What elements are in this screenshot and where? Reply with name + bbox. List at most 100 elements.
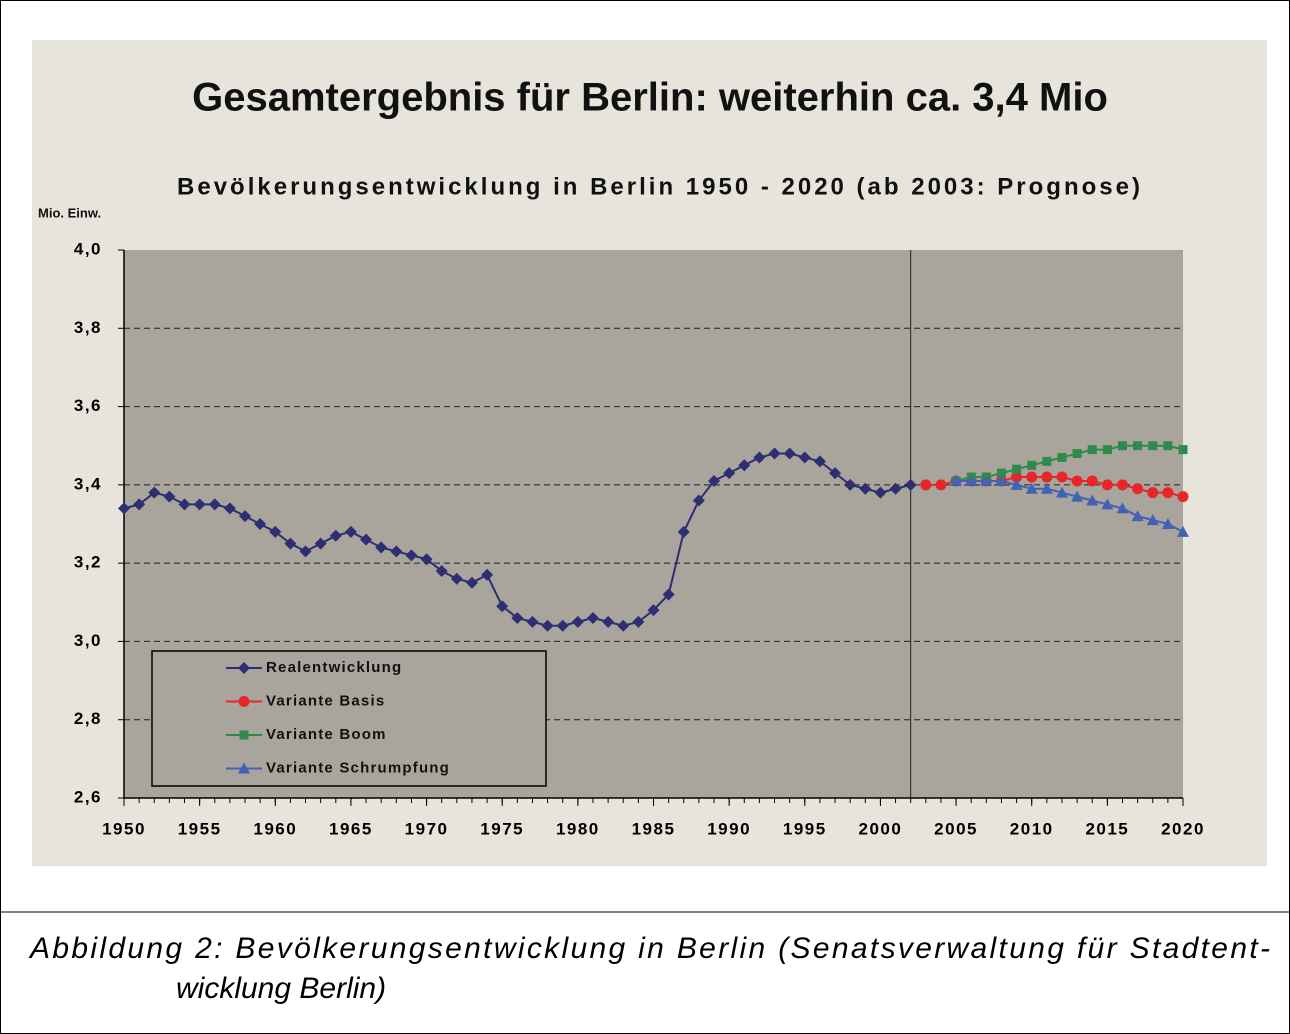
legend [151, 650, 547, 787]
data-point [178, 498, 191, 511]
data-point [783, 447, 796, 460]
data-point [859, 482, 872, 495]
data-point [1177, 525, 1189, 537]
data-point [329, 529, 342, 542]
data-point [1012, 464, 1022, 474]
series-line [955, 444, 1184, 482]
data-point [844, 478, 857, 491]
data-point [1071, 475, 1083, 487]
legend-marker [238, 696, 250, 707]
data-point [481, 568, 494, 581]
data-point [571, 615, 584, 628]
data-point [723, 467, 736, 480]
x-tick-label: 1960 [253, 819, 297, 838]
data-point [965, 474, 978, 486]
data-point [375, 541, 388, 554]
data-point [314, 537, 327, 550]
legend-label: Variante Basis [266, 692, 385, 709]
data-point [1101, 498, 1114, 510]
data-point [1086, 475, 1098, 487]
x-tick-label: 2005 [934, 819, 978, 838]
data-point [1132, 483, 1144, 495]
y-axis-label: Mio. Einw. [38, 205, 101, 220]
data-point [798, 451, 811, 464]
data-point [1071, 490, 1084, 502]
data-point [1040, 482, 1053, 494]
data-point [692, 494, 705, 507]
data-point [708, 474, 721, 487]
y-tick-label: 3,6 [74, 396, 102, 415]
data-point [1146, 514, 1159, 526]
data-point [1025, 482, 1038, 494]
y-tick-label: 3,0 [74, 631, 102, 650]
data-point [935, 479, 947, 491]
data-point [1116, 502, 1129, 514]
data-point [1011, 471, 1023, 483]
data-point [1027, 460, 1037, 470]
x-tick-label: 2015 [1085, 819, 1129, 838]
data-point [541, 619, 554, 632]
data-point [284, 537, 297, 550]
x-tick-label: 1950 [102, 819, 146, 838]
data-point [602, 615, 615, 628]
data-point [1116, 479, 1128, 491]
data-point [1101, 479, 1113, 491]
data-point [1163, 441, 1173, 451]
data-point [1086, 494, 1099, 506]
data-point [118, 502, 130, 515]
caption-line: wicklung Berlin) [176, 972, 386, 1005]
data-point [163, 490, 176, 503]
data-point [223, 502, 236, 515]
x-tick-label: 1970 [405, 819, 449, 838]
data-point [768, 447, 781, 460]
data-point [995, 474, 1008, 486]
data-point [1102, 445, 1112, 455]
x-tick-label: 1980 [556, 819, 600, 838]
data-point [1148, 441, 1158, 451]
x-tick-label: 2020 [1161, 819, 1205, 838]
y-tick-label: 2,6 [74, 787, 102, 806]
data-point [526, 615, 539, 628]
data-point [996, 468, 1006, 478]
data-point [344, 525, 357, 538]
data-point [1117, 441, 1127, 451]
data-point [1026, 471, 1038, 483]
data-point [677, 525, 690, 538]
data-point [904, 478, 917, 491]
data-point [556, 619, 569, 632]
x-tick-label: 1995 [783, 819, 827, 838]
data-point [239, 510, 252, 523]
data-point [1178, 445, 1188, 455]
data-point [360, 533, 373, 546]
y-tick-label: 2,8 [74, 709, 102, 728]
data-point [269, 525, 282, 538]
data-point [920, 479, 932, 491]
data-point [950, 474, 963, 486]
data-point [647, 604, 660, 617]
data-point [1041, 471, 1053, 483]
x-tick-label: 1975 [480, 819, 524, 838]
data-point [465, 576, 478, 589]
x-tick-label: 2010 [1010, 819, 1054, 838]
data-point [450, 572, 463, 585]
series-line [956, 479, 1184, 533]
data-point [1010, 478, 1023, 490]
data-point [1162, 487, 1174, 499]
data-point [208, 498, 221, 511]
y-tick-label: 3,2 [74, 553, 102, 572]
data-point [254, 518, 267, 530]
data-point [405, 549, 418, 562]
x-tick-label: 2000 [859, 819, 903, 838]
data-point [889, 482, 902, 495]
data-point [632, 615, 645, 628]
legend-marker [238, 762, 250, 774]
data-point [133, 498, 146, 511]
data-point [1042, 456, 1052, 466]
x-tick-label: 1990 [707, 819, 751, 838]
x-tick-label: 1965 [329, 819, 373, 838]
x-tick-label: 1985 [632, 819, 676, 838]
data-point [1055, 486, 1068, 498]
data-point [617, 619, 630, 632]
caption-line: Abbildung 2: Bevölkerungsentwicklung in … [28, 932, 1270, 965]
